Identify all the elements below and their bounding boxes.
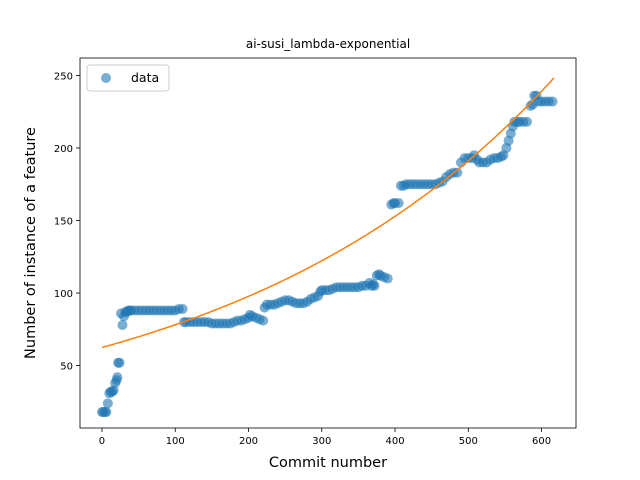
x-tick-label: 100: [166, 436, 185, 447]
x-tick-label: 500: [459, 436, 478, 447]
x-tick-label: 200: [239, 436, 258, 447]
x-tick-label: 600: [532, 436, 551, 447]
data-point: [382, 273, 393, 284]
legend[interactable]: data: [86, 64, 170, 92]
y-tick-label: 250: [54, 71, 73, 82]
x-tick-label: 400: [385, 436, 404, 447]
data-point: [547, 96, 558, 107]
legend-label-data: data: [131, 70, 159, 85]
data-point: [114, 357, 125, 368]
data-point: [102, 398, 113, 409]
x-tick-label: 300: [312, 436, 331, 447]
data-point: [452, 167, 463, 178]
data-point: [112, 372, 123, 383]
series-layer: [96, 77, 558, 418]
data-point: [177, 304, 188, 315]
y-axis-label: Number of instance of a feature: [23, 127, 39, 359]
data-point: [117, 319, 128, 330]
plot-area: [79, 57, 577, 429]
legend-box: [86, 64, 170, 92]
chart-title: ai-susi_lambda-exponential: [246, 37, 410, 51]
axes-frame: [79, 57, 577, 429]
fit-line: [101, 77, 555, 349]
data-point: [369, 280, 380, 291]
legend-marker-data: [101, 73, 111, 83]
x-axis-label: Commit number: [269, 455, 387, 471]
y-tick-label: 100: [54, 289, 73, 300]
y-tick-label: 50: [60, 362, 73, 373]
data-point: [101, 407, 112, 418]
y-tick-label: 200: [54, 144, 73, 155]
x-tick-label: 0: [99, 436, 105, 447]
y-tick-label: 150: [54, 217, 73, 228]
data-point: [521, 116, 532, 127]
y-axis-ticks: 50 100 150 200 250: [54, 71, 80, 373]
x-axis-ticks: 0 100 200 300 400 500 600: [99, 428, 551, 447]
data-point: [393, 198, 404, 209]
data-point: [258, 315, 269, 326]
